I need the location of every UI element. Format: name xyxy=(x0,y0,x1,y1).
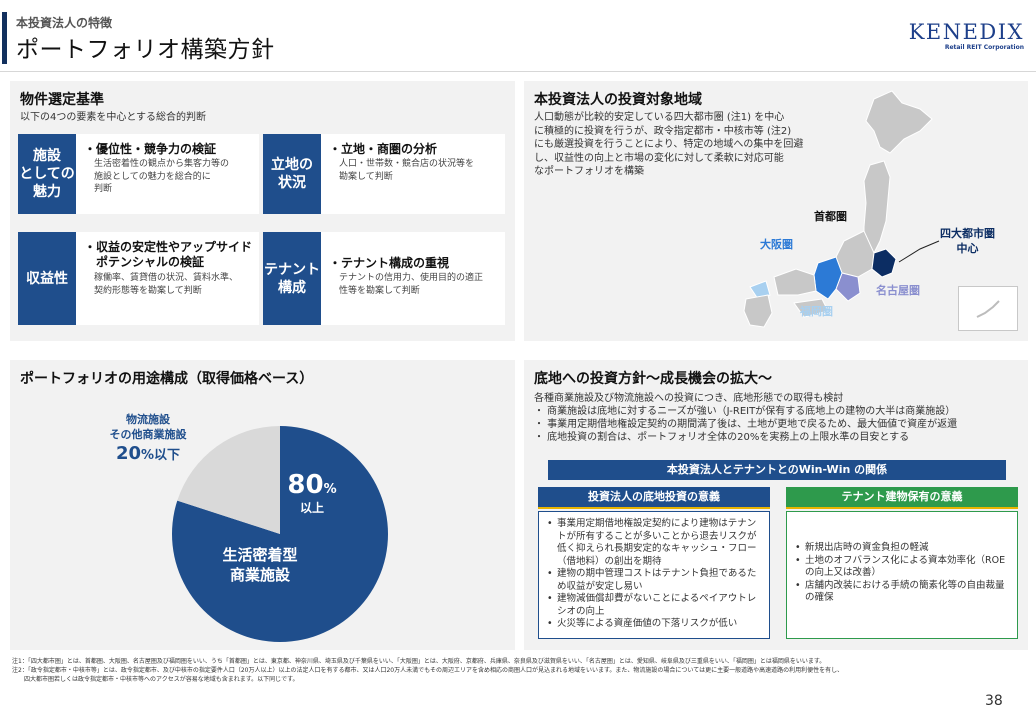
slide-subtitle: 本投資法人の特徴 xyxy=(16,16,113,30)
company-logo: KENEDIX Retail REIT Corporation xyxy=(904,20,1024,60)
criteria-card-label: 収益性 xyxy=(18,232,76,325)
criteria-card-label: 施設 としての 魅力 xyxy=(18,134,76,214)
investor-merit-item: 事業用定期借地権設定契約により建物はテナントが所有することが多いことから退去リス… xyxy=(547,518,761,568)
osaka-label: 大阪圏 xyxy=(760,238,793,251)
japan-map xyxy=(743,90,940,328)
criteria-card-desc: テナントの信用力、使用目的の適正 性等を勘案して判断 xyxy=(339,273,484,296)
nagoya-label: 名古屋圏 xyxy=(876,284,920,297)
shikoku-shape xyxy=(793,298,829,318)
criteria-card-tenant: テナント 構成 ・テナント構成の重視 テナントの信用力、使用目的の適正 性等を勘… xyxy=(263,232,505,325)
big-slice-sub: 以上 xyxy=(299,501,324,515)
small-slice-pct: 20 xyxy=(115,443,142,464)
criteria-card-heading: ・優位性・競争力の検証 xyxy=(84,142,217,156)
center-label: 四大都市圏 中心 xyxy=(940,227,995,255)
land-desc-line: 各種商業施設及び物流施設への投資につき、底地形態での取得も検討 xyxy=(534,393,844,404)
chugoku-shape xyxy=(773,268,817,296)
criteria-panel: 物件選定基準 以下の4つの要素を中心とする総合的判断 施設 としての 魅力 ・優… xyxy=(10,81,515,341)
criteria-card-desc: 人口・世帯数・競合店の状況等を 勘案して判断 xyxy=(339,159,475,182)
criteria-card-desc: 生活密着性の観点から集客力等の 施設としての魅力を総合的に 判断 xyxy=(94,159,230,194)
shutoken-label: 首都圏 xyxy=(814,210,847,223)
criteria-card-label: 立地の 状況 xyxy=(263,134,321,214)
region-desc-line: し、収益性の向上と市場の変化に対して柔軟に対応可能 xyxy=(534,152,784,164)
investor-merit-item: 火災等による資産価値の下落リスクが低い xyxy=(547,618,761,631)
header-accent-bar xyxy=(2,12,7,64)
header-divider xyxy=(0,71,1036,72)
slide-header: 本投資法人の特徴 ポートフォリオ構築方針 KENEDIX Retail REIT… xyxy=(0,0,1036,72)
slide-title: ポートフォリオ構築方針 xyxy=(16,37,275,63)
criteria-card-label: テナント 構成 xyxy=(263,232,321,325)
criteria-card-heading: ・テナント構成の重視 xyxy=(329,256,450,270)
osaka-shape xyxy=(813,256,843,300)
pie-slice-logistics-other xyxy=(177,426,280,534)
winwin-title-bar: 本投資法人とテナントとのWin-Win の関係 xyxy=(548,460,1006,480)
okinawa-shape xyxy=(976,300,1000,318)
region-desc-line: にも厳選投資を行うことにより、特定の地域への集中を回避 xyxy=(534,139,804,150)
investor-merit-item: 建物減価償却費がないことによるペイアウトレシオの向上 xyxy=(547,593,761,618)
investor-heading: 投資法人の底地投資の意義 xyxy=(538,487,770,509)
kyushu-shape xyxy=(743,294,773,328)
tenant-heading: テナント建物保有の意義 xyxy=(786,487,1018,509)
region-desc-line: に積極的に投資を行うが、政令指定都市・中核市等 (注2) xyxy=(534,125,792,137)
fukuoka-label: 福岡圏 xyxy=(800,305,833,318)
investor-merits-box: 事業用定期借地権設定契約により建物はテナントが所有することが多いことから退去リス… xyxy=(538,511,770,639)
land-panel: 底地への投資方針～成長機会の拡大～ 各種商業施設及び物流施設への投資につき、底地… xyxy=(524,360,1028,650)
center-pointer-line xyxy=(898,240,940,263)
okinawa-inset xyxy=(958,286,1018,331)
tenant-merit-item: 土地のオフバランス化による資本効率化（ROEの向上又は改善） xyxy=(795,555,1009,580)
land-desc-line: ・ 商業施設は底地に対するニーズが強い（J-REITが保有する底地上の建物の大半… xyxy=(534,406,956,417)
page-number: 38 xyxy=(985,693,1003,709)
portfolio-pie-chart xyxy=(172,426,388,642)
region-title: 本投資法人の投資対象地域 xyxy=(534,92,702,108)
investor-merit-item: 建物の期中管理コストはテナント負担であるため収益が安定し易い xyxy=(547,568,761,593)
small-slice-percent: 20%以下 xyxy=(68,443,228,464)
tenant-merits-box: 新規出店時の資金負担の軽減 土地のオフバランス化による資本効率化（ROEの向上又… xyxy=(786,511,1018,639)
fukuoka-shape xyxy=(749,280,771,300)
region-desc-line: 人口動態が比較的安定している四大都市圏 (注1) を中心 xyxy=(534,112,785,123)
tohoku-shape xyxy=(863,160,891,254)
hokkaido-shape xyxy=(865,90,933,154)
logo-wordmark: KENEDIX xyxy=(908,20,1024,44)
criteria-card-attraction: 施設 としての 魅力 ・優位性・競争力の検証 生活密着性の観点から集客力等の 施… xyxy=(18,134,259,214)
land-desc: 各種商業施設及び物流施設への投資につき、底地形態での取得も検討 ・ 商業施設は底… xyxy=(534,392,1024,444)
criteria-title: 物件選定基準 xyxy=(20,92,104,108)
big-slice-label: 生活密着型 商業施設 xyxy=(222,546,298,584)
footnote-line: 注1：「四大都市圏」とは、首都圏、大阪圏、名古屋圏及び福岡圏をいい、うち「首都圏… xyxy=(12,658,826,665)
footnote-line: 四大都市圏若しくは政令指定都市・中核市等へのアクセスが容易な地域も含まれます。以… xyxy=(12,676,299,683)
land-desc-line: ・ 事業用定期借地権設定契約の期間満了後は、土地が更地で戻るため、最大価値で資産… xyxy=(534,419,958,430)
small-slice-pct-unit: %以下 xyxy=(141,448,181,463)
tenant-merit-item: 店舗内改装における手続の簡素化等の自由裁量の確保 xyxy=(795,580,1009,605)
footnotes: 注1：「四大都市圏」とは、首都圏、大阪圏、名古屋圏及び福岡圏をいい、うち「首都圏… xyxy=(12,657,1012,684)
tenant-merit-item: 新規出店時の資金負担の軽減 xyxy=(795,542,1009,555)
shutoken-shape xyxy=(871,248,897,278)
big-slice-percent: 80% xyxy=(272,470,352,500)
land-desc-line: ・ 底地投資の割合は、ポートフォリオ全体の20%を実務上の上限水準の目安とする xyxy=(534,432,910,443)
region-desc: 人口動態が比較的安定している四大都市圏 (注1) を中心 に積極的に投資を行うが… xyxy=(534,111,834,179)
region-desc-line: なポートフォリオを構築 xyxy=(534,166,644,177)
portfolio-title: ポートフォリオの用途構成（取得価格ベース） xyxy=(20,371,314,387)
criteria-card-location: 立地の 状況 ・立地・商圏の分析 人口・世帯数・競合店の状況等を 勘案して判断 xyxy=(263,134,505,214)
criteria-card-profitability: 収益性 ・収益の安定性やアップサイド ポテンシャルの検証 稼働率、賃貸借の状況、… xyxy=(18,232,259,325)
region-panel: 本投資法人の投資対象地域 人口動態が比較的安定している四大都市圏 (注1) を中… xyxy=(524,81,1028,341)
criteria-card-heading: ・立地・商圏の分析 xyxy=(329,142,438,156)
criteria-intro: 以下の4つの要素を中心とする総合的判断 xyxy=(20,112,207,123)
small-slice-label: 物流施設 その他商業施設 xyxy=(109,413,187,441)
criteria-card-heading: ・収益の安定性やアップサイド ポテンシャルの検証 xyxy=(84,240,253,269)
big-slice-pct-unit: % xyxy=(323,482,337,497)
land-title: 底地への投資方針～成長機会の拡大～ xyxy=(534,371,772,387)
portfolio-panel: ポートフォリオの用途構成（取得価格ベース） 物流施設 その他商業施設 20%以下… xyxy=(10,360,515,650)
big-slice-pct: 80 xyxy=(287,470,324,500)
logo-tagline: Retail REIT Corporation xyxy=(944,44,1024,51)
criteria-card-desc: 稼働率、賃貸借の状況、賃料水準、 契約形態等を勘案して判断 xyxy=(94,273,239,296)
footnote-line: 注2：「政令指定都市・中核市等」とは、政令指定都市、及び中核市の指定要件人口（2… xyxy=(12,667,844,674)
